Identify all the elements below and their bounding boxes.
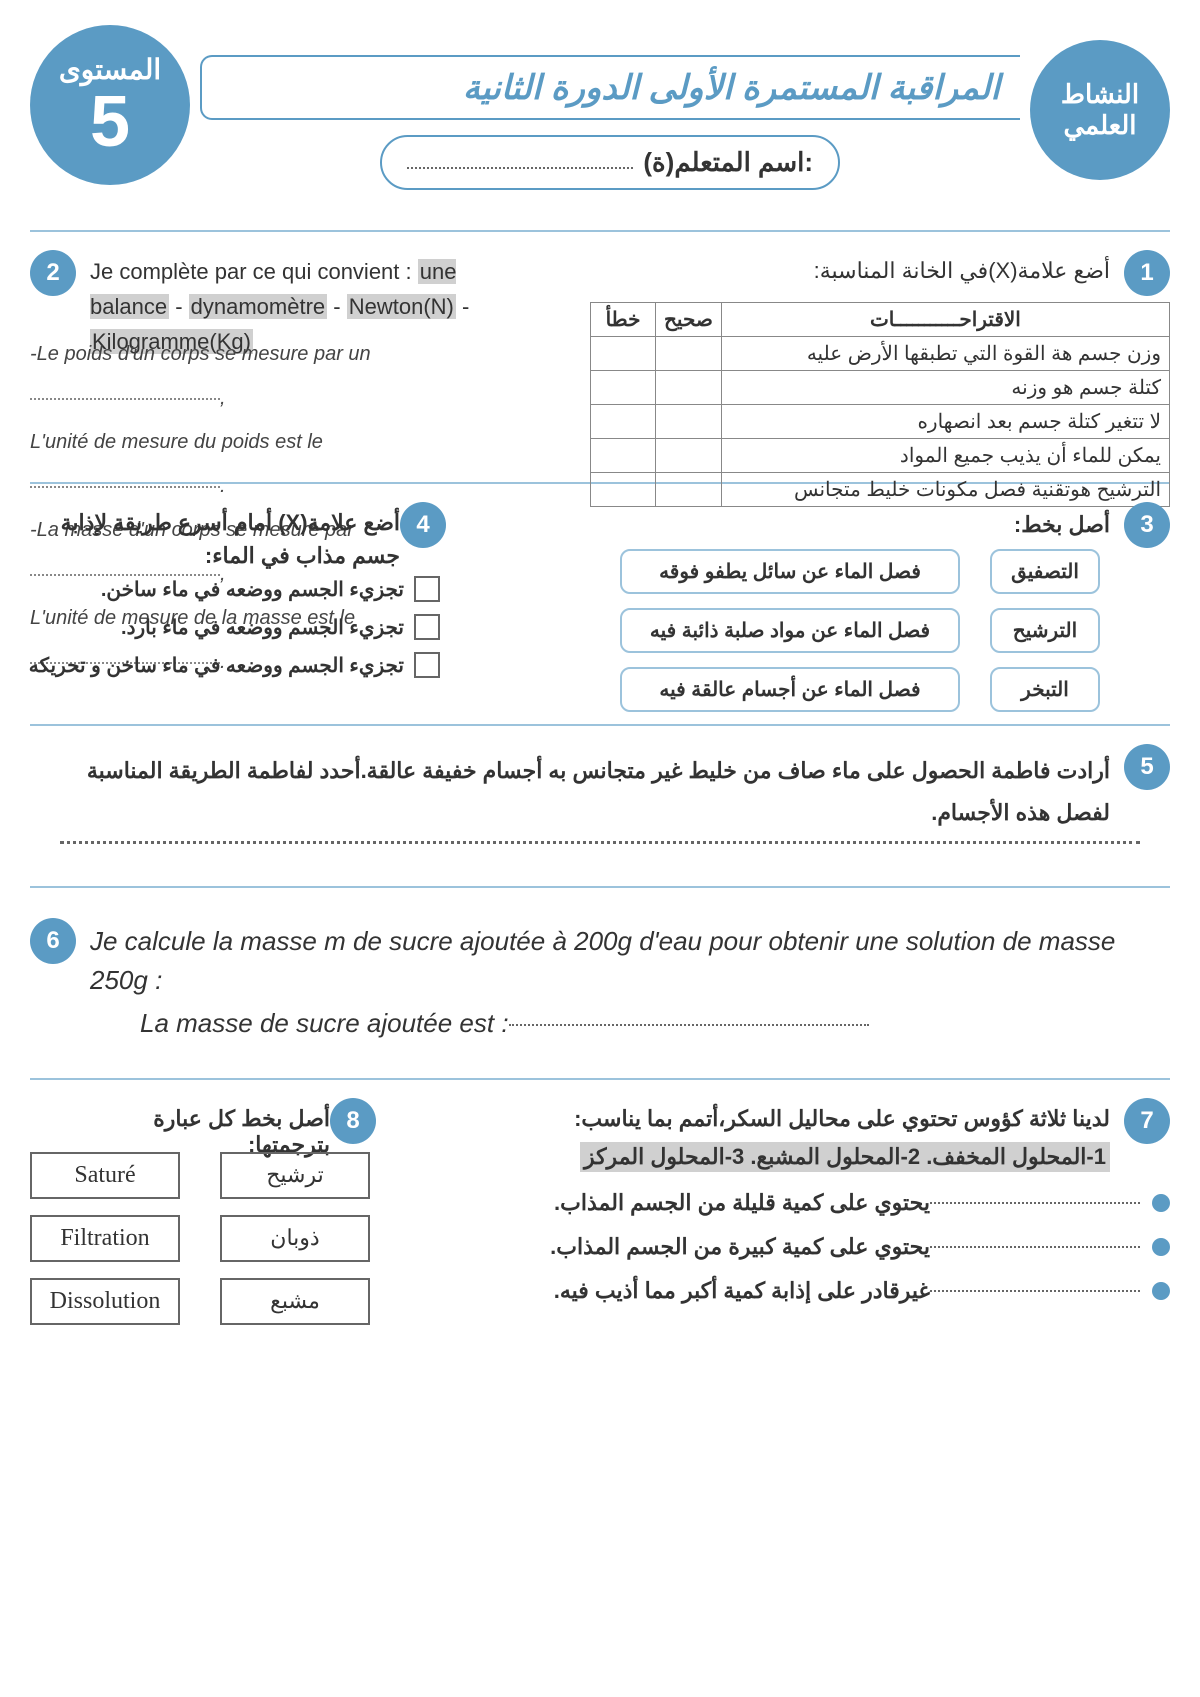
exam-title: المراقبة المستمرة الأولى الدورة الثانية xyxy=(200,55,1020,120)
q4-option: تجزيء الجسم ووضعه في ماء ساخن و تحريكه xyxy=(29,653,404,678)
q8-fr[interactable]: Filtration xyxy=(30,1215,180,1262)
page-header: المستوى 5 النشاط العلمي المراقبة المستمر… xyxy=(0,0,1200,220)
q1-cell[interactable] xyxy=(656,337,722,371)
blank[interactable] xyxy=(30,486,220,488)
q4-options: تجزيء الجسم ووضعه في ماء ساخن. تجزيء الج… xyxy=(20,576,440,690)
q8-ar[interactable]: ترشيح xyxy=(220,1152,370,1199)
match-term[interactable]: الترشيح xyxy=(990,608,1100,653)
q8-fr[interactable]: Dissolution xyxy=(30,1278,180,1325)
q1-col-wrong: خطأ xyxy=(591,303,656,337)
checkbox[interactable] xyxy=(414,614,440,640)
q6-answer: La masse de sucre ajoutée est : xyxy=(140,1008,869,1039)
q8-badge: 8 xyxy=(330,1098,376,1144)
divider xyxy=(30,1078,1170,1080)
wordbank-word: Newton(N) xyxy=(347,294,456,319)
checkbox[interactable] xyxy=(414,576,440,602)
match-def[interactable]: فصل الماء عن أجسام عالقة فيه xyxy=(620,667,960,712)
q7-item: يحتوي على كمية قليلة من الجسم المذاب. xyxy=(554,1190,930,1216)
q3-left-column: التصفيق الترشيح التبخر xyxy=(990,549,1100,726)
q1-cell[interactable] xyxy=(591,371,656,405)
student-name-field[interactable]: اسم المتعلم(ة): xyxy=(380,135,840,190)
q5-text: أرادت فاطمة الحصول على ماء صاف من خليط غ… xyxy=(50,750,1110,834)
q1-cell[interactable] xyxy=(656,405,722,439)
bullet-icon xyxy=(1152,1194,1170,1212)
bullet-icon xyxy=(1152,1282,1170,1300)
q4-prompt: أضع علامة(X) أمام أسرع طريقة لإذابة جسم … xyxy=(20,506,400,572)
q6-badge: 6 xyxy=(30,918,76,964)
q4-badge: 4 xyxy=(400,502,446,548)
q8-fr[interactable]: Saturé xyxy=(30,1152,180,1199)
q3-prompt: أصل بخط: xyxy=(1014,512,1110,538)
q4-option: تجزيء الجسم ووضعه في ماء بارد. xyxy=(121,615,404,640)
level-number: 5 xyxy=(90,86,130,158)
q1-cell[interactable] xyxy=(591,439,656,473)
blank[interactable] xyxy=(509,1024,869,1026)
q7-items: يحتوي على كمية قليلة من الجسم المذاب. يح… xyxy=(550,1190,1170,1322)
name-blank xyxy=(407,157,633,169)
q1-row: كتلة جسم هو وزنه xyxy=(721,371,1169,405)
section-q7-q8: 7 8 لدينا ثلاثة كؤوس تحتوي على محاليل ال… xyxy=(0,1090,1200,1370)
q1-table: الاقتراحـــــــــــات صحيح خطأ وزن جسم ه… xyxy=(590,302,1170,507)
blank[interactable] xyxy=(930,1246,1140,1248)
q1-row: لا تتغير كتلة جسم بعد انصهاره xyxy=(721,405,1169,439)
q8-prompt: أصل بخط كل عبارة بترجمتها: xyxy=(90,1106,330,1158)
q5-badge: 5 xyxy=(1124,744,1170,790)
name-label: اسم المتعلم(ة): xyxy=(643,147,813,178)
match-term[interactable]: التبخر xyxy=(990,667,1100,712)
match-def[interactable]: فصل الماء عن مواد صلبة ذائبة فيه xyxy=(620,608,960,653)
section-q6: 6 Je calcule la masse m de sucre ajoutée… xyxy=(0,898,1200,1068)
q1-col-suggest: الاقتراحـــــــــــات xyxy=(721,303,1169,337)
section-q3-q4: 3 4 أصل بخط: التصفيق الترشيح التبخر فصل … xyxy=(0,494,1200,714)
checkbox[interactable] xyxy=(414,652,440,678)
q8-grid: Saturé ترشيح Filtration ذوبان Dissolutio… xyxy=(30,1152,370,1341)
section-q5: 5 أرادت فاطمة الحصول على ماء صاف من خليط… xyxy=(0,736,1200,876)
bullet-icon xyxy=(1152,1238,1170,1256)
blank[interactable] xyxy=(30,398,220,400)
q7-item: غيرقادر على إذابة كمية أكبر مما أذيب فيه… xyxy=(554,1278,930,1304)
match-term[interactable]: التصفيق xyxy=(990,549,1100,594)
wordbank-word: dynamomètre xyxy=(189,294,328,319)
level-label: المستوى xyxy=(59,53,161,86)
q1-cell[interactable] xyxy=(656,371,722,405)
subject-badge: النشاط العلمي xyxy=(1030,40,1170,180)
q4-option: تجزيء الجسم ووضعه في ماء ساخن. xyxy=(101,577,404,602)
q7-badge: 7 xyxy=(1124,1098,1170,1144)
q1-row: يمكن للماء أن يذيب جميع المواد xyxy=(721,439,1169,473)
q1-prompt: أضع علامة(X)في الخانة المناسبة: xyxy=(814,258,1110,284)
q1-col-correct: صحيح xyxy=(656,303,722,337)
q1-cell[interactable] xyxy=(656,439,722,473)
q1-row: وزن جسم هة القوة التي تطبقها الأرض عليه xyxy=(721,337,1169,371)
q3-right-column: فصل الماء عن سائل يطفو فوقه فصل الماء عن… xyxy=(620,549,960,726)
level-badge: المستوى 5 xyxy=(30,25,190,185)
divider xyxy=(30,886,1170,888)
blank[interactable] xyxy=(930,1202,1140,1204)
q1-cell[interactable] xyxy=(591,405,656,439)
q7-prompt: لدينا ثلاثة كؤوس تحتوي على محاليل السكر،… xyxy=(574,1106,1110,1132)
q5-answer-line[interactable] xyxy=(60,841,1140,844)
q7-item: يحتوي على كمية كبيرة من الجسم المذاب. xyxy=(550,1234,930,1260)
q8-ar[interactable]: مشبع xyxy=(220,1278,370,1325)
q3-badge: 3 xyxy=(1124,502,1170,548)
divider xyxy=(30,230,1170,232)
q7-solutions: 1-المحلول المخفف. 2-المحلول المشبع. 3-ال… xyxy=(580,1142,1110,1172)
match-def[interactable]: فصل الماء عن سائل يطفو فوقه xyxy=(620,549,960,594)
q2-badge: 2 xyxy=(30,250,76,296)
q1-badge: 1 xyxy=(1124,250,1170,296)
blank[interactable] xyxy=(930,1290,1140,1292)
q8-ar[interactable]: ذوبان xyxy=(220,1215,370,1262)
q6-text: Je calcule la masse m de sucre ajoutée à… xyxy=(90,922,1140,1000)
section-q1-q2: 1 2 أضع علامة(X)في الخانة المناسبة: الاق… xyxy=(0,242,1200,472)
q1-cell[interactable] xyxy=(591,337,656,371)
